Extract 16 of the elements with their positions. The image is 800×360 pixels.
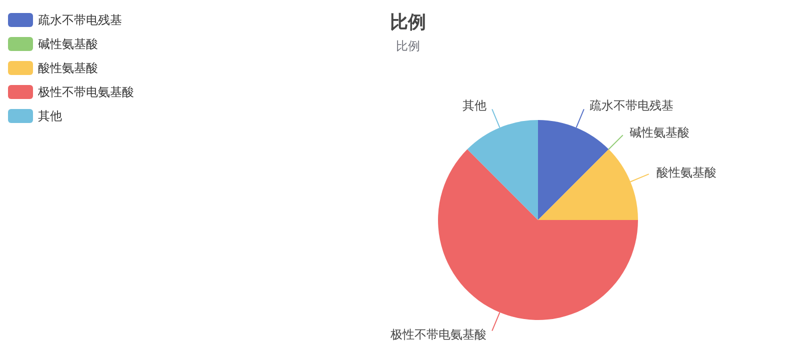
pie-slice (438, 149, 638, 320)
legend-label: 碱性氨基酸 (38, 36, 98, 53)
legend-label: 其他 (38, 108, 62, 125)
chart-title: 比例 (390, 12, 426, 33)
slice-label: 极性不带电氨基酸 (390, 328, 487, 342)
slice-label: 疏水不带电残基 (589, 98, 674, 112)
slice-label: 酸性氨基酸 (656, 166, 717, 180)
legend-label: 疏水不带电残基 (38, 12, 122, 29)
legend-label: 极性不带电氨基酸 (38, 84, 134, 101)
text: 比例 (396, 39, 420, 53)
pie-slice (538, 149, 638, 220)
legend-label: 酸性氨基酸 (38, 60, 98, 77)
slice-label: 其他 (462, 98, 487, 112)
pie-slice (538, 120, 609, 220)
pie-slice (467, 120, 538, 220)
category-label: 碱性氨基酸 (630, 125, 690, 140)
